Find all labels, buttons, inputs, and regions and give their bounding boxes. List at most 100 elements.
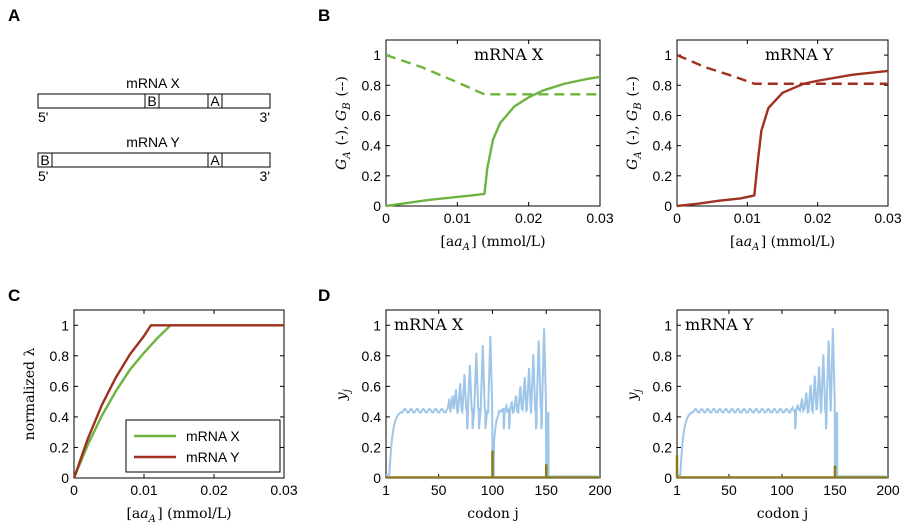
legend-label-mrna-y: mRNA Y — [186, 449, 240, 465]
x-axis-label-part: codon j — [467, 506, 518, 522]
y-tick-label: 0.4 — [653, 409, 673, 425]
x-axis-label-part: [a — [440, 234, 454, 250]
x-axis-label-subscript: A — [751, 242, 759, 253]
y-axis-label-subscript: j — [633, 389, 644, 394]
y-tick-label: 0.2 — [653, 168, 673, 184]
gene-y-site-b-label: B — [40, 152, 49, 168]
y-tick-label: 0.4 — [362, 138, 382, 154]
y-axis-label-subscript: B — [342, 102, 353, 110]
series-line-dashed-1 — [385, 53, 600, 96]
panel-letter-b: B — [318, 6, 330, 25]
x-tick-label: 1 — [673, 482, 681, 498]
x-axis-label-part: codon j — [757, 506, 808, 522]
panel-annotation: mRNA Y — [765, 45, 834, 64]
plot-frame — [676, 309, 889, 479]
y-tick-label: 0.6 — [362, 107, 382, 123]
series-line-solid-0 — [676, 69, 889, 208]
plot-frame — [73, 309, 285, 479]
y-axis-label-subscript: A — [342, 151, 353, 159]
panel-letter-d: D — [318, 286, 330, 305]
gene-y-five-prime: 5' — [38, 168, 48, 184]
x-tick-label: 100 — [481, 482, 505, 498]
y-tick-label: 0.4 — [362, 409, 382, 425]
x-tick-label: 0 — [673, 210, 681, 226]
series-line-mrna-y — [72, 324, 284, 479]
x-tick-label: 150 — [535, 482, 559, 498]
y-tick-label: 0.2 — [362, 168, 382, 184]
y-tick-label: 1 — [664, 317, 672, 333]
y-axis-label: normalized λ — [22, 348, 38, 441]
x-tick-label: 0.01 — [734, 210, 761, 226]
y-tick-label: 1 — [373, 317, 381, 333]
y-axis-label-part: (--) — [334, 76, 350, 101]
x-axis-label: codon j — [757, 506, 808, 522]
x-tick-label: 0.01 — [130, 482, 157, 498]
y-tick-label: 0 — [373, 198, 381, 214]
x-axis-label-subscript: A — [462, 242, 470, 253]
x-tick-label: 50 — [431, 482, 447, 498]
y-tick-label: 0.6 — [653, 378, 673, 394]
y-axis-label-part: G — [334, 110, 350, 121]
gene-x-name: mRNA X — [126, 75, 180, 91]
x-axis-label: codon j — [467, 506, 518, 522]
y-axis-label-subscript: A — [633, 151, 644, 159]
x-axis-label-part: ] (mmol/L) — [761, 234, 835, 250]
y-tick-label: 0.8 — [653, 77, 673, 93]
gene-y-three-prime: 3' — [260, 168, 270, 184]
x-axis-label-subscript: A — [148, 514, 156, 525]
plot-frame — [385, 39, 601, 207]
y-tick-label: 0.2 — [50, 439, 70, 455]
y-tick-label: 0.4 — [653, 138, 673, 154]
y-axis-label: GA (-), GB (--) — [334, 76, 353, 170]
y-axis-label: yj — [334, 388, 353, 401]
y-axis-label-part — [625, 388, 641, 389]
y-axis-label-part: G — [625, 159, 641, 170]
y-axis-label-part: normalized λ — [22, 348, 38, 441]
gene-y-box — [37, 152, 271, 168]
x-axis-label-part: a — [744, 234, 752, 250]
x-tick-label: 150 — [823, 482, 847, 498]
y-tick-label: 0 — [664, 198, 672, 214]
x-axis-label-part: a — [454, 234, 462, 250]
plot-frame — [676, 39, 889, 207]
x-tick-label: 0.02 — [804, 210, 831, 226]
y-tick-label: 1 — [373, 47, 381, 63]
x-axis-label-part: [a — [730, 234, 744, 250]
gene-x-site-a-label: A — [210, 93, 220, 109]
x-axis-label-part: ] (mmol/L) — [471, 234, 545, 250]
series-line-solid-0 — [385, 75, 601, 208]
gene-y-site-a-label: A — [210, 152, 220, 168]
legend-label-mrna-x: mRNA X — [186, 428, 240, 444]
x-tick-label: 50 — [721, 482, 737, 498]
x-tick-label: 0.02 — [200, 482, 227, 498]
x-tick-label: 1 — [382, 482, 390, 498]
y-tick-label: 1 — [61, 317, 69, 333]
x-tick-label: 0.02 — [515, 210, 542, 226]
gene-x: mRNA X B A 5' 3' — [37, 75, 271, 125]
x-axis-label-part: ] (mmol/L) — [157, 506, 231, 522]
x-tick-label: 0.01 — [444, 210, 471, 226]
y-axis-label-part: (-), — [334, 121, 350, 150]
legend-box — [125, 419, 281, 473]
panel-annotation: mRNA X — [394, 315, 464, 334]
gene-x-box — [37, 93, 271, 109]
x-tick-label: 200 — [588, 482, 612, 498]
x-tick-label: 200 — [876, 482, 900, 498]
x-axis-label: [aaA ] (mmol/L) — [126, 506, 231, 525]
y-tick-label: 0 — [373, 470, 381, 486]
y-axis-label-part: G — [625, 110, 641, 121]
x-tick-label: 0.03 — [874, 210, 901, 226]
gene-x-five-prime: 5' — [38, 109, 48, 125]
y-tick-label: 1 — [664, 47, 672, 63]
y-tick-label: 0.4 — [50, 409, 70, 425]
gene-x-site-b-label: B — [147, 93, 156, 109]
y-axis-label: GA (-), GB (--) — [625, 76, 644, 170]
x-axis-label: [aaA ] (mmol/L) — [440, 234, 545, 253]
gene-y: mRNA Y B A 5' 3' — [37, 134, 271, 184]
panel-annotation: mRNA X — [474, 45, 544, 64]
gene-y-name: mRNA Y — [126, 134, 180, 150]
